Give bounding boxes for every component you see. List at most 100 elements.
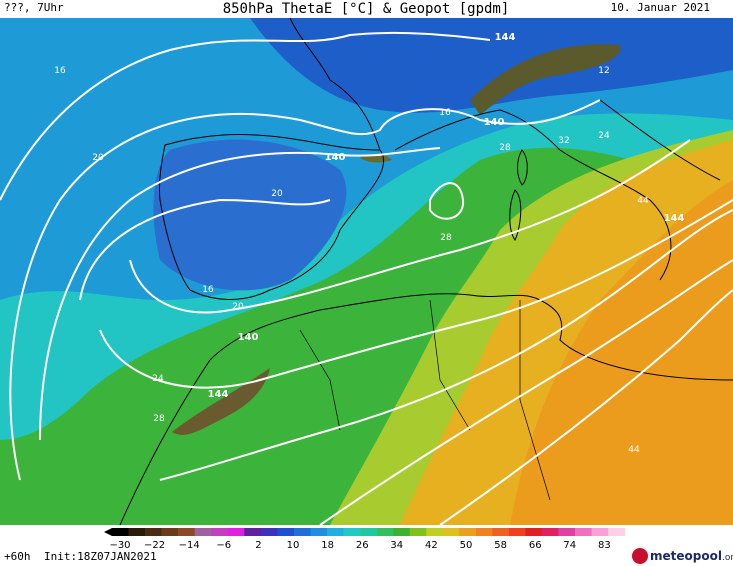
contour-label: 140 — [238, 332, 259, 343]
footer-init: Init:18Z07JAN2021 — [44, 550, 157, 563]
colorbar-label: −22 — [144, 540, 165, 551]
colorbar-swatch — [194, 528, 212, 536]
terrain-atlas — [172, 368, 270, 435]
logo[interactable]: meteopool.org — [632, 548, 733, 564]
contour-label: 28 — [499, 143, 511, 153]
contour-line — [159, 209, 733, 481]
colorbar-label: 83 — [598, 540, 611, 551]
colorbar-swatch — [327, 528, 344, 536]
contour-label: 44 — [637, 196, 649, 206]
colorbar-label: 74 — [563, 540, 576, 551]
coast-africa — [119, 293, 733, 526]
contour-line — [99, 199, 733, 389]
colorbar-swatch — [360, 528, 377, 536]
colorbar-swatch — [459, 528, 477, 536]
contour-labels: 144 140 140 140 144 144 16 16 16 20 20 20 24 24 28 28 28… — [54, 32, 684, 455]
logo-suffix: .org — [722, 553, 733, 563]
colorbar-swatch — [376, 528, 394, 536]
colorbar-swatch — [145, 528, 162, 536]
contour-label: 16 — [439, 108, 451, 118]
field-orange — [510, 180, 733, 525]
contour-label: 144 — [495, 32, 516, 43]
map-area: 144 140 140 140 144 144 16 16 16 20 20 20 24 24 28 28 28… — [0, 17, 733, 526]
contour-line — [429, 182, 465, 220]
colorbar-swatch — [293, 528, 311, 536]
logo-icon — [632, 548, 648, 564]
colorbar-label: 34 — [390, 540, 403, 551]
field-darkblue — [250, 18, 733, 113]
contour-line — [439, 289, 733, 526]
colorbar-label: −14 — [179, 540, 200, 551]
colorbar-swatch — [244, 528, 262, 536]
contour-label: 20 — [271, 189, 283, 199]
contour-label: 44 — [628, 445, 640, 455]
colorbar-swatch — [542, 528, 559, 536]
contour-line — [129, 139, 691, 314]
colorbar-label: −30 — [109, 540, 130, 551]
colorbar-swatch — [310, 528, 328, 536]
colorbar-swatch — [343, 528, 361, 536]
colorbar-swatch — [558, 528, 576, 536]
colorbar-label: 26 — [356, 540, 369, 551]
contour-label: 16 — [54, 66, 66, 76]
contour-line — [319, 259, 733, 526]
header-left: ???, 7Uhr — [4, 1, 64, 14]
colorbar-swatch — [112, 528, 129, 536]
colorbar-label: 2 — [255, 540, 261, 551]
coast-islands — [509, 149, 528, 241]
contour-label: 144 — [208, 389, 229, 400]
contour-label: 20 — [92, 153, 104, 163]
colorbar-label: −6 — [216, 540, 231, 551]
contour-label: 28 — [153, 414, 165, 424]
colorbar-swatch — [525, 528, 543, 536]
colorbar-label: 50 — [460, 540, 473, 551]
colorbar-swatch — [227, 528, 245, 536]
contour-label: 32 — [558, 136, 569, 146]
contour-line — [0, 31, 491, 201]
contour-label: 20 — [232, 302, 244, 312]
colorbar-label: 10 — [287, 540, 300, 551]
logo-text: meteopool.org — [650, 549, 733, 563]
header-date: 10. Januar 2021 — [611, 1, 710, 14]
contour-line — [79, 198, 331, 301]
contour-label: 144 — [664, 213, 685, 224]
borders — [299, 299, 551, 501]
contour-label: 24 — [152, 374, 164, 384]
coastlines — [119, 17, 733, 526]
colorbar-label: 18 — [321, 540, 334, 551]
contour-line — [9, 99, 601, 481]
contour-label: 16 — [202, 285, 214, 295]
coast-iberia — [159, 134, 385, 300]
colorbar-swatch — [161, 528, 179, 536]
colorbar-arrow — [104, 528, 112, 536]
logo-name: meteopool — [650, 549, 722, 563]
colorbar-swatch — [492, 528, 510, 536]
contour-label: 28 — [440, 233, 452, 243]
colorbar-swatch — [426, 528, 444, 536]
colorbar-swatch — [608, 528, 625, 536]
contour-label: 140 — [325, 152, 346, 163]
footer-run: +60h — [4, 550, 31, 563]
coast-france-italy — [289, 17, 721, 281]
colorbar-swatch — [211, 528, 229, 536]
colorbar-swatch — [128, 528, 146, 536]
colorbar-swatch — [575, 528, 592, 536]
colorbar-swatch — [409, 528, 427, 536]
colorbar-swatch — [442, 528, 460, 536]
contours — [0, 31, 733, 526]
colorbar-label: 66 — [529, 540, 542, 551]
colorbar-swatch — [591, 528, 609, 536]
colorbar-swatch — [508, 528, 526, 536]
colorbar-swatch — [475, 528, 493, 536]
contour-label: 24 — [598, 131, 610, 141]
header-title: 850hPa ThetaE [°C] & Geopot [gpdm] — [223, 1, 510, 17]
colorbar: −30 −22 −14 −6 2 10 18 26 34 42 50 58 66 74 83 — [104, 528, 625, 551]
colorbar-swatch — [260, 528, 278, 536]
contour-line — [39, 147, 441, 441]
contour-label: 140 — [484, 117, 505, 128]
colorbar-swatch — [178, 528, 195, 536]
colorbar-swatch — [393, 528, 410, 536]
colorbar-label: 58 — [494, 540, 507, 551]
colorbar-swatch — [277, 528, 295, 536]
